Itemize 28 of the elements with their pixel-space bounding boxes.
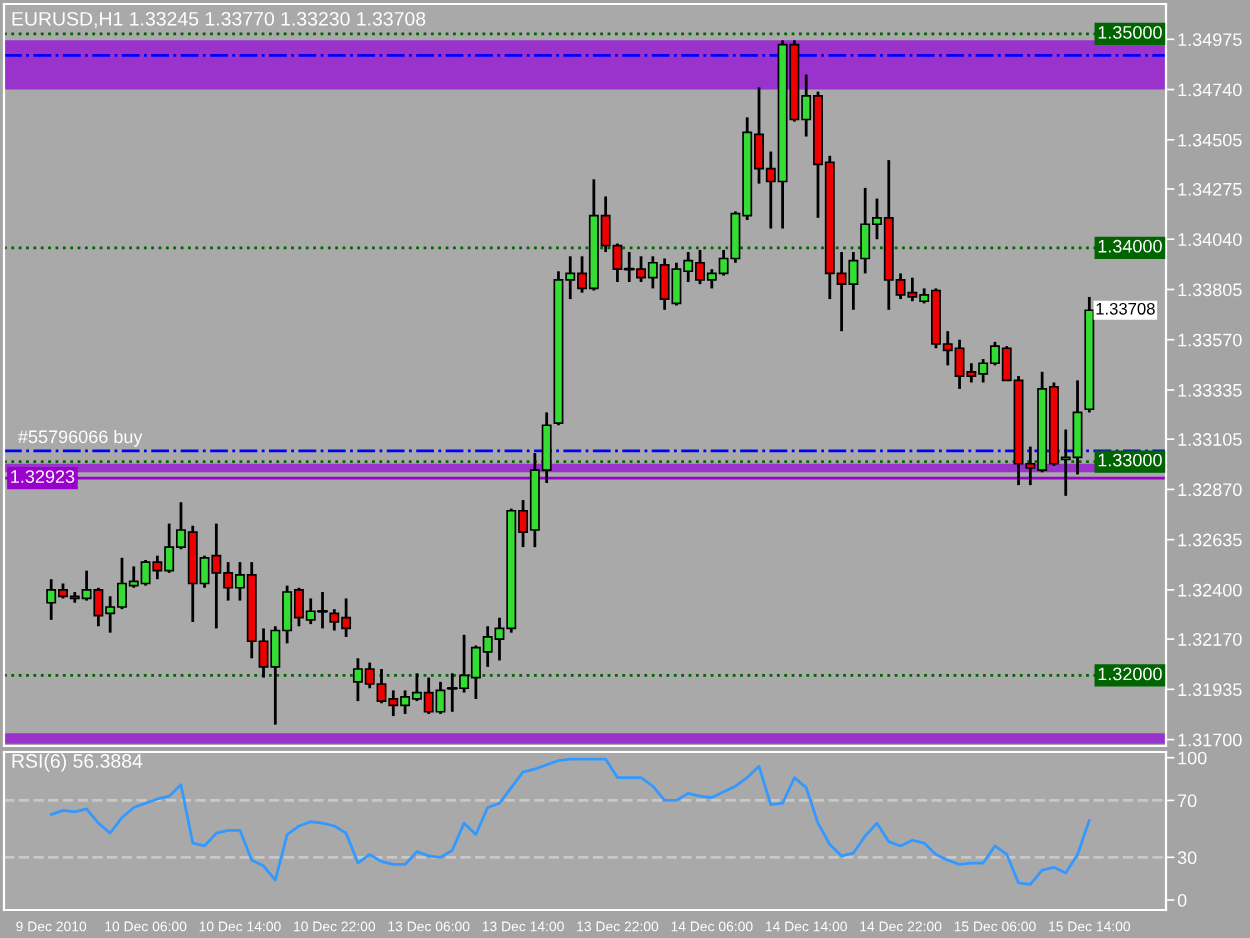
y-tick-label: 1.34040 [1178, 233, 1242, 246]
y-tick-label: 1.33805 [1178, 283, 1242, 297]
y-tick-label: 70 [1178, 794, 1197, 808]
annotation: 1.33708 [1096, 302, 1155, 315]
y-tick-label: 100 [1178, 751, 1207, 765]
y-tick-label: 1.32400 [1178, 583, 1242, 597]
y-tick-label: 1.33335 [1178, 383, 1242, 397]
y-tick-label: 1.32170 [1178, 633, 1242, 646]
y-tick-label: 1.31700 [1178, 733, 1242, 747]
y-tick-label: 1.34740 [1178, 83, 1242, 97]
y-tick-label: 1.34975 [1178, 33, 1242, 46]
ref-line-label: 1.33000 [1098, 453, 1162, 467]
ref-line-label: #55796066 buy [18, 429, 143, 447]
y-tick-label: 1.34275 [1178, 182, 1242, 196]
y-tick-label: 1.33105 [1178, 433, 1242, 446]
y-tick-label: 30 [1177, 851, 1197, 865]
ref-line-label: 1.32923 [11, 470, 75, 483]
ref-line-label: 1.32000 [1098, 667, 1162, 681]
ref-line-label: 1.35000 [1098, 26, 1162, 39]
ref-line-label: 1.34000 [1098, 239, 1162, 253]
y-tick-label: 1.34505 [1178, 133, 1242, 147]
y-tick-label: 1.32635 [1178, 533, 1242, 547]
chart-title: RSI(6) 56.3884 [12, 753, 143, 772]
y-tick-label: 0 [1177, 893, 1187, 907]
y-tick-label: 1.33570 [1178, 333, 1242, 347]
y-tick-label: 1.31935 [1178, 683, 1242, 697]
chart-title: EURUSD,H1 1.33245 1.33770 1.33230 1.33708 [12, 11, 426, 28]
y-tick-label: 1.32870 [1178, 483, 1242, 497]
